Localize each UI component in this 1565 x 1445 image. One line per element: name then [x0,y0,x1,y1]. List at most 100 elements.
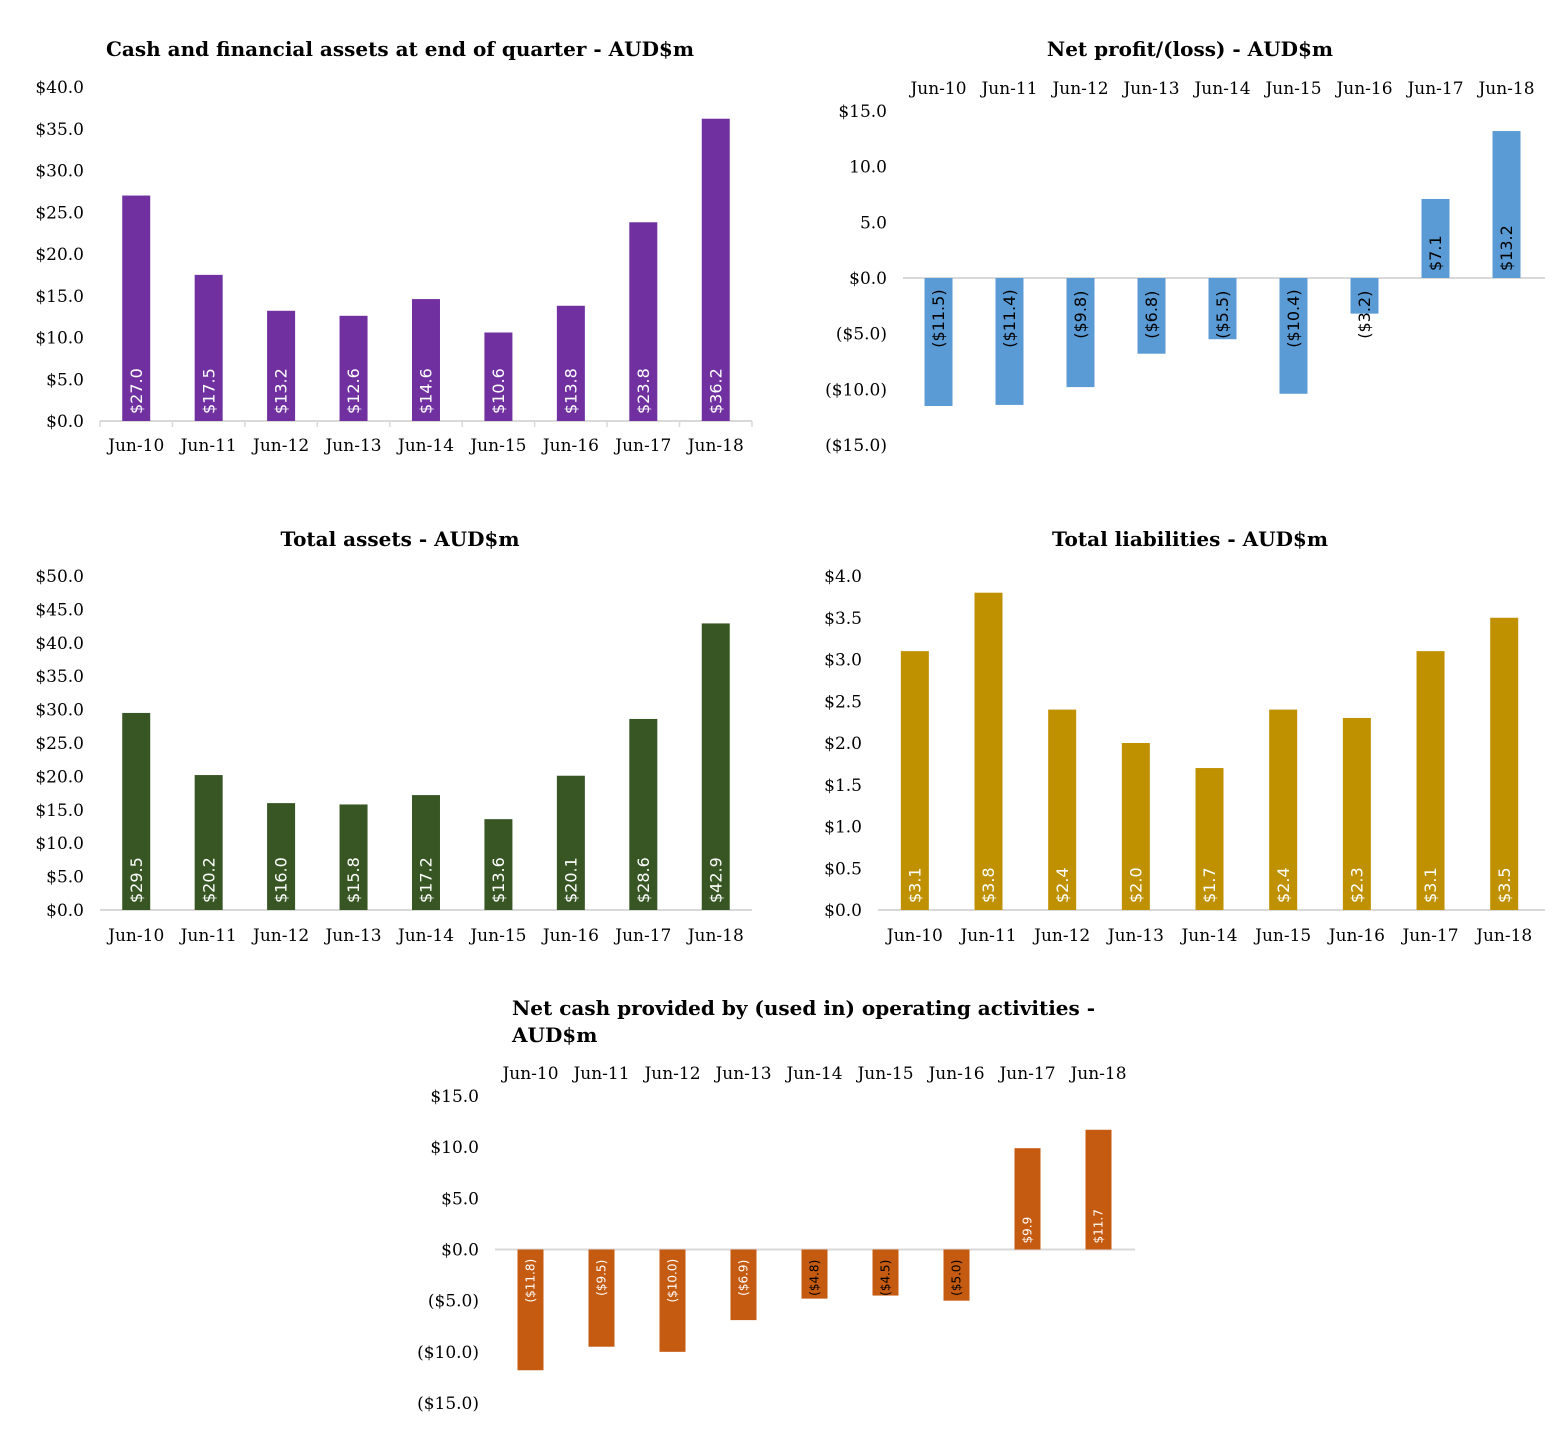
x-tick-label: Jun-15 [1263,79,1321,99]
y-tick-label: ($10.0) [825,380,887,400]
data-label: $3.8 [979,867,998,903]
bar [801,1249,828,1299]
data-label: ($5.0) [950,1260,964,1296]
chart-title: Total assets - AUD$m [281,527,520,551]
bar [701,623,730,910]
x-tick-label: Jun-12 [251,436,309,456]
x-tick-label: Jun-17 [613,926,671,946]
y-tick-label: $40.0 [35,634,84,654]
data-label: $2.0 [1126,867,1145,903]
y-tick-label: $10.0 [430,1138,479,1158]
x-tick-label: Jun-10 [106,926,164,946]
x-tick-label: Jun-10 [885,926,943,946]
data-label: $17.2 [417,857,436,903]
x-tick-label: Jun-11 [179,436,237,456]
x-tick-label: Jun-13 [323,926,381,946]
bar [122,712,151,910]
y-tick-label: $20.0 [35,245,84,265]
x-tick-label: Jun-16 [541,436,599,456]
x-tick-label: Jun-11 [979,79,1037,99]
x-tick-label: Jun-17 [613,436,671,456]
x-tick-label: Jun-18 [1474,926,1532,946]
data-label: $29.5 [127,857,146,903]
y-tick-label: $35.0 [35,667,84,687]
bar [974,592,1003,910]
bar [1490,617,1519,910]
data-label: ($4.5) [879,1260,893,1296]
x-tick-label: Jun-10 [500,1064,558,1084]
data-label: ($5.5) [1213,291,1232,339]
y-tick-label: ($5.0) [836,325,887,345]
data-label: ($4.8) [808,1260,822,1296]
y-tick-label: $0.0 [46,412,84,432]
y-tick-label: $40.0 [35,78,84,98]
data-label: $10.6 [489,368,508,414]
bar [1208,278,1237,340]
y-tick-label: $5.0 [441,1189,479,1209]
x-tick-label: Jun-10 [908,79,966,99]
bar [339,804,368,910]
bar [484,332,513,421]
y-tick-label: ($5.0) [428,1292,479,1312]
bar [267,803,296,910]
bar [556,775,585,910]
data-label: $2.4 [1053,867,1072,903]
data-label: $7.1 [1426,235,1445,271]
bar [1279,278,1308,394]
data-label: $13.8 [561,368,580,414]
chart-title-line: Net profit/(loss) - AUD$m [1047,37,1333,61]
bar [629,222,658,421]
x-tick-label: Jun-12 [642,1064,700,1084]
data-label: $27.0 [127,368,146,414]
bar [411,299,440,421]
x-tick-label: Jun-11 [958,926,1016,946]
chart-net-cash-operating: Net cash provided by (used in) operating… [417,996,1135,1414]
x-tick-label: Jun-16 [541,926,599,946]
bar [872,1249,899,1296]
y-tick-label: $20.0 [35,767,84,787]
bar [122,195,151,421]
chart-title-line: AUD$m [511,1023,597,1047]
bar [1085,1129,1112,1250]
x-tick-label: Jun-17 [1405,79,1463,99]
chart-title-line: Total liabilities - AUD$m [1052,527,1328,551]
data-label: ($11.5) [929,289,948,347]
bar [1416,651,1445,910]
data-label: $20.2 [199,857,218,903]
chart-total-assets: Total assets - AUD$m $0.0 $5.0 $10.0 $15.0 $2… [35,527,752,946]
x-tick-label: Jun-13 [323,436,381,456]
x-tick-label: Jun-18 [1068,1064,1126,1084]
bar [701,118,730,421]
y-tick-label: ($15.0) [417,1394,479,1414]
bar [995,278,1024,405]
x-tick-label: Jun-15 [855,1064,913,1084]
bar [1421,198,1450,278]
data-label: ($6.8) [1142,291,1161,339]
data-label: $13.2 [272,368,291,414]
bar [1066,278,1095,388]
x-tick-label: Jun-18 [686,926,744,946]
y-tick-label: $10.0 [35,329,84,349]
data-label: $12.6 [344,368,363,414]
x-tick-label: Jun-15 [1253,926,1311,946]
chart-title-line: Total assets - AUD$m [281,527,520,551]
bar [1269,709,1298,910]
data-label: $1.7 [1200,867,1219,903]
data-label: $3.1 [905,867,924,903]
bar [629,718,658,910]
data-label: $9.9 [1021,1217,1035,1244]
x-tick-label: Jun-14 [784,1064,842,1084]
y-tick-label: $15.0 [35,801,84,821]
y-tick-label: $25.0 [35,203,84,223]
bar [267,310,296,421]
x-tick-label: Jun-14 [396,436,454,456]
chart-title-line: Net cash provided by (used in) operating… [512,996,1095,1020]
x-tick-label: Jun-12 [1032,926,1090,946]
data-label: $13.6 [489,857,508,903]
data-label: ($9.5) [595,1260,609,1296]
data-label: $13.2 [1497,225,1516,271]
y-tick-label: $10.0 [35,834,84,854]
x-tick-label: Jun-14 [396,926,454,946]
y-tick-label: $2.0 [824,734,862,754]
